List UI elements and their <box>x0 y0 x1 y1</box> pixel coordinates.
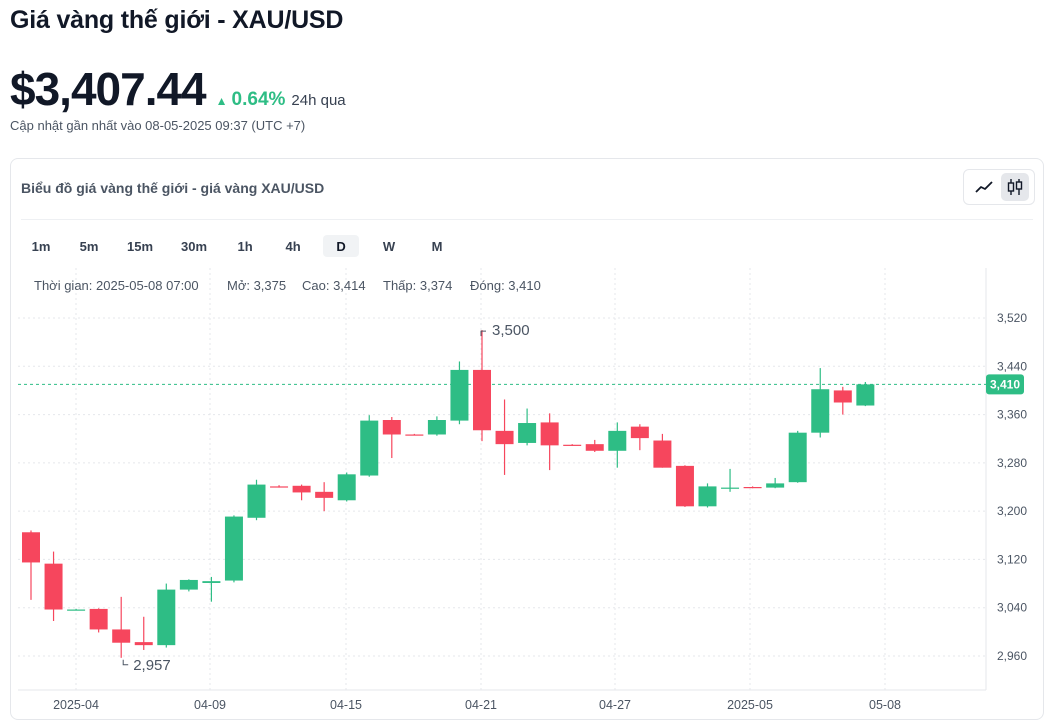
timeframe-week[interactable]: W <box>382 238 396 254</box>
candle-body <box>179 579 198 590</box>
candle-body <box>22 532 40 563</box>
timeframe-15m[interactable]: 15m <box>127 238 154 254</box>
candle-body <box>247 484 266 518</box>
last-price-badge <box>986 374 1024 395</box>
candle-body <box>675 465 694 507</box>
candle-body <box>540 422 559 446</box>
card-divider <box>21 219 1033 220</box>
y-tick-label: 3,360 <box>997 408 1027 422</box>
ohlc-close: Đóng: 3,410 <box>470 278 541 293</box>
candle-body <box>337 474 356 501</box>
ohlc-open: Mở: 3,375 <box>227 278 286 293</box>
candle-body <box>292 485 311 493</box>
candle-body <box>112 629 131 643</box>
candle-body <box>811 389 830 433</box>
candle-body <box>405 434 424 436</box>
low-price-label: 2,957 <box>133 657 171 674</box>
high-marker <box>480 330 486 337</box>
candle-body <box>315 491 334 498</box>
candle-body <box>698 486 717 507</box>
candle-body <box>856 384 875 406</box>
y-tick-label: 2,960 <box>997 649 1027 663</box>
chart-title: Biểu đồ giá vàng thế giới - giá vàng XAU… <box>21 180 325 196</box>
x-tick-label: 05-08 <box>869 698 901 712</box>
candle-body <box>157 589 176 646</box>
candle-body <box>450 369 469 421</box>
candle-body <box>67 609 86 611</box>
y-tick-label: 3,200 <box>997 504 1027 518</box>
timeframe-4h[interactable]: 4h <box>285 238 301 254</box>
x-tick-label: 04-27 <box>599 698 631 712</box>
line-chart-button[interactable] <box>970 173 998 201</box>
x-tick-label: 2025-04 <box>53 698 99 712</box>
candle-body <box>202 581 221 583</box>
candle-body <box>44 563 63 610</box>
candle-body <box>788 432 807 483</box>
candle-body <box>382 420 401 435</box>
candle-body <box>224 516 243 581</box>
price-change-percent: 0.64% <box>231 89 286 110</box>
timeframe-bar: 1m 5m 15m 30m 1h 4h D W M <box>23 235 467 257</box>
timeframe-day[interactable]: D <box>323 235 360 257</box>
timeframe-30m[interactable]: 30m <box>181 238 208 254</box>
candle-body <box>360 420 379 476</box>
timeframe-5m[interactable]: 5m <box>79 238 99 254</box>
chart-type-toggle <box>963 169 1035 205</box>
x-tick-label: 2025-05 <box>727 698 773 712</box>
candle-body <box>608 430 627 451</box>
y-tick-label: 3,280 <box>997 456 1027 470</box>
candle-body <box>563 444 582 446</box>
candlestick-icon <box>1007 179 1022 195</box>
y-tick-label: 3,520 <box>997 311 1027 325</box>
x-tick-label: 04-21 <box>465 698 497 712</box>
candle-body <box>653 440 672 468</box>
candle-body <box>473 369 491 431</box>
y-tick-label: 3,120 <box>997 552 1027 566</box>
candle-body <box>721 487 740 489</box>
price-change-period: 24h qua <box>291 92 346 109</box>
up-arrow-icon: ▲ <box>215 94 228 108</box>
timeframe-1h[interactable]: 1h <box>237 238 253 254</box>
candle-body <box>518 423 537 443</box>
ohlc-time: Thời gian: 2025-05-08 07:00 <box>34 278 199 293</box>
page-title: Giá vàng thế giới - XAU/USD <box>10 6 344 34</box>
line-chart-icon <box>974 181 993 193</box>
ohlc-high: Cao: 3,414 <box>302 278 366 293</box>
y-tick-label: 3,440 <box>997 359 1027 373</box>
candlestick-button[interactable] <box>1000 173 1029 201</box>
chart-card: Biểu đồ giá vàng thế giới - giá vàng XAU… <box>10 158 1044 720</box>
candle-body <box>270 486 289 488</box>
candle-body <box>766 483 785 488</box>
last-price-label: 3,410 <box>990 377 1020 391</box>
ohlc-low: Thấp: 3,374 <box>383 278 452 293</box>
low-marker <box>122 659 129 666</box>
candle-body <box>134 642 153 646</box>
high-price-label: 3,500 <box>492 322 530 339</box>
candle-body <box>630 426 649 439</box>
candle-body <box>495 430 514 445</box>
timeframe-month[interactable]: M <box>431 238 443 254</box>
timeframe-1m[interactable]: 1m <box>31 238 51 254</box>
candle-body <box>89 608 108 630</box>
price-row: $3,407.44 ▲ 0.64% 24h qua <box>10 62 346 116</box>
candle-body <box>833 390 852 403</box>
x-tick-label: 04-15 <box>330 698 362 712</box>
candle-body <box>585 444 604 451</box>
x-tick-label: 04-09 <box>194 698 226 712</box>
candle-body <box>743 487 762 489</box>
candle-body <box>427 420 446 435</box>
last-updated: Cập nhật gần nhất vào 08-05-2025 09:37 (… <box>10 118 306 133</box>
current-price: $3,407.44 <box>10 63 207 115</box>
y-tick-label: 3,040 <box>997 601 1027 615</box>
